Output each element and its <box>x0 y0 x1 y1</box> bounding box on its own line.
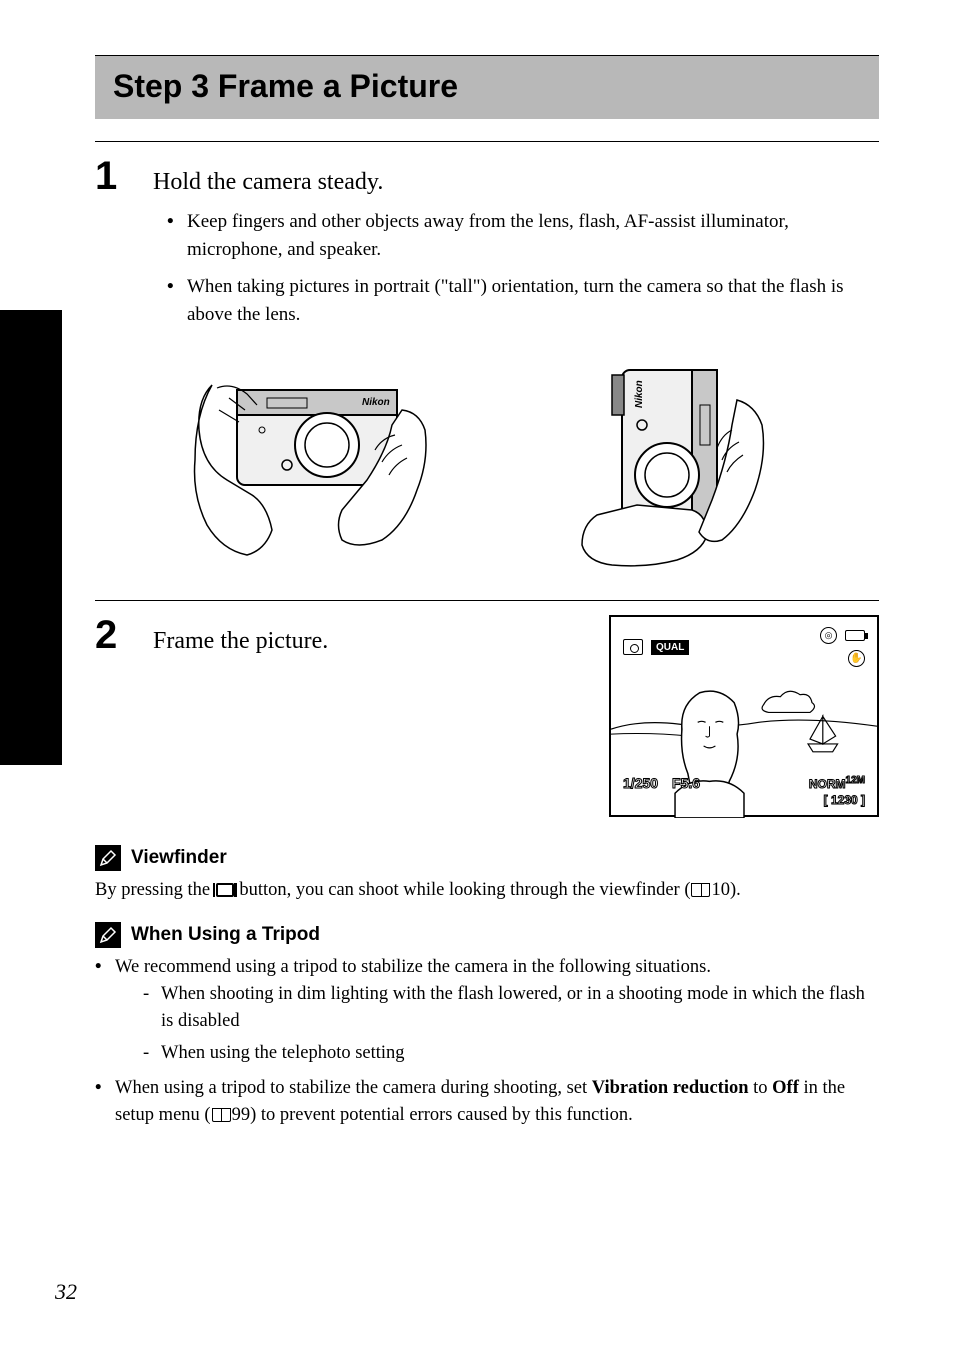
note-title: When Using a Tripod <box>131 924 320 946</box>
camera-portrait-illustration: Nikon <box>527 350 817 570</box>
note-title: Viewfinder <box>131 847 227 869</box>
svg-text:Nikon: Nikon <box>634 380 645 408</box>
camera-mode-icon <box>623 639 643 655</box>
bullet-item: Keep fingers and other objects away from… <box>165 208 879 263</box>
bullet-item: When taking pictures in portrait ("tall"… <box>165 273 879 328</box>
step-2-heading: Frame the picture. <box>153 628 328 655</box>
vr-icon: ✋ <box>848 650 865 667</box>
qual-indicator: QUAL <box>651 640 689 655</box>
pencil-icon <box>95 922 121 948</box>
camera-illustrations: Nikon Nikon <box>95 350 879 570</box>
note-viewfinder: Viewfinder By pressing the button, you c… <box>95 845 879 904</box>
step-number-2: 2 <box>95 615 129 655</box>
step-2-row: 2 Frame the picture. QUAL ◎ ✋ <box>95 601 879 817</box>
page-ref-icon <box>691 883 710 897</box>
sub-bullet-item: When shooting in dim lighting with the f… <box>143 981 879 1035</box>
bullet-item: When using a tripod to stabilize the cam… <box>95 1075 879 1129</box>
aperture-value: F5.6 <box>672 775 700 807</box>
page-title: Step 3 Frame a Picture <box>113 68 861 105</box>
shots-remaining: [ 1230 ] <box>824 793 865 807</box>
section-tab-label: The Basics of Shooting and Playback <box>22 390 42 645</box>
note-tripod: When Using a Tripod We recommend using a… <box>95 922 879 1129</box>
battery-icon <box>845 630 865 641</box>
step-1-body: Keep fingers and other objects away from… <box>165 208 879 328</box>
step-number-1: 1 <box>95 156 129 196</box>
page-number: 32 <box>55 1279 77 1305</box>
divider <box>95 141 879 142</box>
camera-landscape-illustration: Nikon <box>157 350 447 570</box>
shutter-speed: 1/250 <box>623 775 658 807</box>
bullet-item: We recommend using a tripod to stabilize… <box>95 954 879 1067</box>
page-title-bar: Step 3 Frame a Picture <box>95 55 879 119</box>
pencil-icon <box>95 845 121 871</box>
note-body: By pressing the button, you can shoot wh… <box>95 877 879 904</box>
note-body: We recommend using a tripod to stabilize… <box>95 954 879 1129</box>
page-ref-icon <box>212 1108 231 1122</box>
sub-bullet-item: When using the telephoto setting <box>143 1040 879 1067</box>
monitor-button-icon <box>216 883 234 897</box>
af-indicator-icon: ◎ <box>820 627 837 644</box>
svg-text:Nikon: Nikon <box>362 397 390 408</box>
viewfinder-preview: QUAL ◎ ✋ <box>609 615 879 817</box>
image-quality-label: NORM12M <box>809 775 865 791</box>
step-1-row: 1 Hold the camera steady. <box>95 156 879 196</box>
step-1-heading: Hold the camera steady. <box>153 169 383 196</box>
